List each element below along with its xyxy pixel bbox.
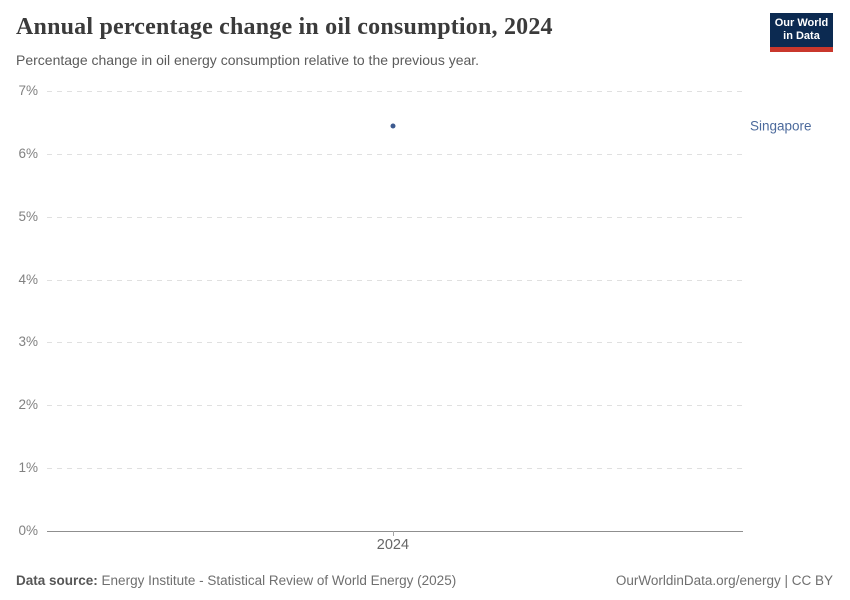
chart-subtitle: Percentage change in oil energy consumpt… — [16, 52, 480, 68]
owid-logo[interactable]: Our World in Data — [770, 13, 833, 52]
y-tick-label: 0% — [18, 523, 38, 538]
gridline — [47, 91, 743, 92]
data-point-singapore[interactable] — [390, 123, 396, 129]
y-tick-label: 2% — [18, 397, 38, 413]
gridline — [47, 468, 743, 470]
entity-label-singapore[interactable]: Singapore — [750, 118, 812, 134]
x-tick-mark — [392, 531, 394, 536]
y-tick-label: 4% — [18, 271, 38, 287]
y-tick-label: 1% — [18, 460, 38, 476]
owid-logo-line2: in Data — [783, 30, 820, 42]
y-tick-label: 3% — [18, 334, 38, 350]
data-source-label: Data source: — [16, 573, 98, 588]
x-tick-label: 2024 — [376, 537, 410, 553]
chart-title: Annual percentage change in oil consumpt… — [16, 14, 553, 40]
gridline — [47, 279, 743, 281]
x-axis-line — [47, 531, 743, 532]
data-source-text: Energy Institute - Statistical Review of… — [101, 573, 457, 588]
gridline — [47, 153, 743, 155]
gridline — [47, 405, 743, 407]
owid-logo-line1: Our World — [774, 17, 829, 29]
chart-footer: Data source: Energy Institute - Statisti… — [16, 573, 833, 588]
owid-url-license[interactable]: OurWorldinData.org/energy | CC BY — [615, 573, 833, 588]
gridline — [47, 216, 743, 218]
y-tick-label: 6% — [18, 145, 38, 161]
y-tick-label: 7% — [18, 83, 38, 98]
plot-area: 0% 1% 2% 3% 4% 5% 6% 7% Singapore 2024 — [18, 83, 811, 553]
gridline — [47, 342, 743, 344]
y-tick-label: 5% — [18, 208, 38, 224]
data-source: Data source: Energy Institute - Statisti… — [16, 573, 456, 588]
